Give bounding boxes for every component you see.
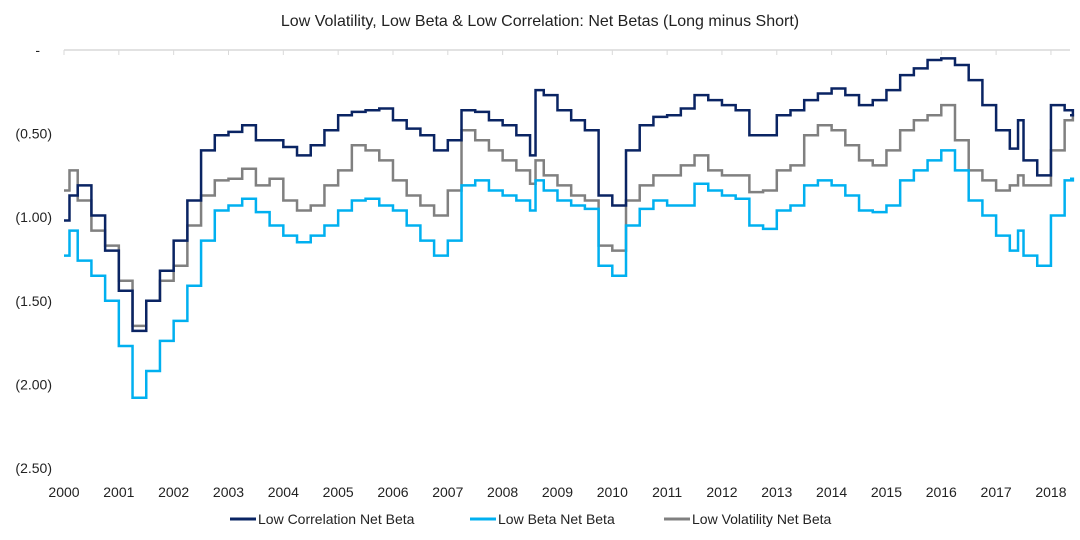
series-line-low-volatility-net-beta xyxy=(64,103,1075,328)
y-tick-label: (1.00) xyxy=(15,209,52,225)
x-tick-label: 2003 xyxy=(213,484,244,500)
x-tick-label: 2015 xyxy=(871,484,902,500)
chart-title: Low Volatility, Low Beta & Low Correlati… xyxy=(281,13,799,30)
legend-label: Low Beta Net Beta xyxy=(498,511,615,527)
legend-label: Low Correlation Net Beta xyxy=(258,511,415,527)
series-line-low-correlation-net-beta xyxy=(64,57,1075,333)
y-tick-label: (2.00) xyxy=(15,376,52,392)
x-tick-label: 2013 xyxy=(761,484,792,500)
x-tick-label: 2001 xyxy=(103,484,134,500)
x-tick-label: 2007 xyxy=(432,484,463,500)
legend-label: Low Volatility Net Beta xyxy=(692,511,832,527)
series-line-low-beta-net-beta xyxy=(64,149,1075,400)
x-tick-label: 2002 xyxy=(158,484,189,500)
y-tick-label: - xyxy=(35,42,40,58)
x-tick-label: 2008 xyxy=(487,484,518,500)
x-tick-label: 2006 xyxy=(377,484,408,500)
y-tick-label: (1.50) xyxy=(15,293,52,309)
x-tick-label: 2011 xyxy=(652,484,682,500)
x-tick-label: 2014 xyxy=(816,484,847,500)
x-tick-label: 2000 xyxy=(48,484,79,500)
x-tick-label: 2004 xyxy=(268,484,299,500)
x-tick-label: 2016 xyxy=(926,484,957,500)
y-tick-label: (0.50) xyxy=(15,126,52,142)
x-tick-label: 2018 xyxy=(1035,484,1066,500)
x-tick-label: 2009 xyxy=(542,484,573,500)
y-tick-label: (2.50) xyxy=(15,460,52,476)
x-tick-label: 2005 xyxy=(323,484,354,500)
x-tick-label: 2012 xyxy=(706,484,737,500)
x-tick-label: 2017 xyxy=(981,484,1012,500)
x-tick-label: 2010 xyxy=(597,484,628,500)
